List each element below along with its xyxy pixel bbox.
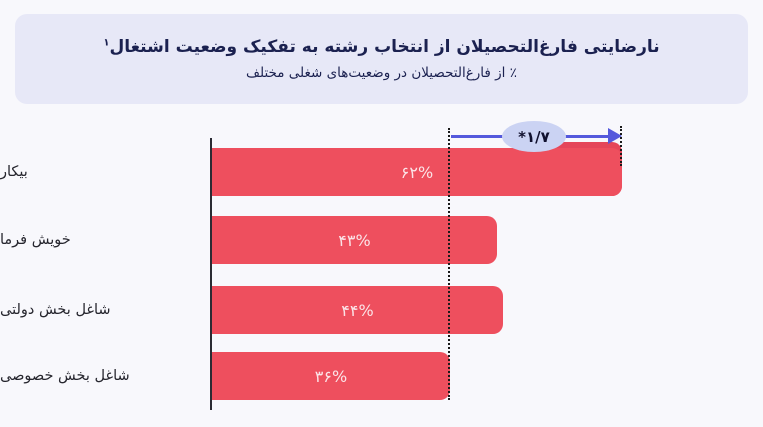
- bar: ۴۳%: [212, 216, 497, 264]
- dashed-guideline-from: [448, 128, 450, 400]
- title-card: نارضایتی فارغ‌التحصیلان از انتخاب رشته ب…: [15, 14, 748, 104]
- chart-title-text: نارضایتی فارغ‌التحصیلان از انتخاب رشته ب…: [109, 37, 660, 58]
- category-label: شاغل بخش دولتی: [0, 302, 111, 318]
- category-label: خویش فرما: [0, 232, 71, 248]
- y-axis-line: [210, 138, 212, 410]
- bar: ۴۴%: [212, 286, 503, 334]
- bar: ۶۲%: [212, 148, 622, 196]
- bar-value-label: ۴۴%: [341, 300, 374, 320]
- footnote-marker: ۱: [103, 37, 110, 49]
- chart-subtitle: ٪ از فارغ‌التحصیلان در وضعیت‌های شغلی مخ…: [246, 64, 517, 81]
- ratio-badge-label: *۱/۷: [518, 127, 550, 146]
- bar-value-label: ۴۳%: [338, 230, 371, 250]
- bar-value-label: ۶۲%: [400, 162, 434, 182]
- dashed-guideline-to: [620, 126, 622, 166]
- category-label: بیکار: [0, 164, 28, 180]
- bar: ۳۶%: [212, 352, 450, 400]
- bar-value-label: ۳۶%: [314, 366, 348, 386]
- ratio-arrow-head: [608, 128, 622, 144]
- ratio-badge: *۱/۷: [502, 121, 566, 152]
- chart-title: نارضایتی فارغ‌التحصیلان از انتخاب رشته ب…: [103, 37, 659, 58]
- category-label: شاغل بخش خصوصی: [0, 368, 130, 384]
- bar-chart: بیکار ۶۲% خویش فرما ۴۳% شاغل بخش دولتی ۴۴% شاغ…: [0, 104, 763, 427]
